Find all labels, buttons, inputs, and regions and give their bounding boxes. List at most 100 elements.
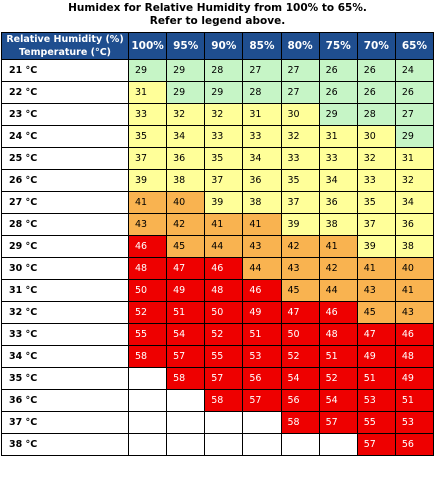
humidex-value-cell: 52 <box>204 323 244 346</box>
empty-cell <box>127 411 168 434</box>
humidex-value-cell: 31 <box>394 147 435 170</box>
table-row: 25 °C 37 36 35 34 33 33 32 31 <box>1 147 435 170</box>
humidex-value-cell: 33 <box>204 125 244 148</box>
empty-cell <box>280 433 320 456</box>
table-row: 32 °C 52 51 50 49 47 46 45 43 <box>1 301 435 324</box>
humidex-value-cell: 43 <box>242 235 282 258</box>
humidex-value-cell: 48 <box>204 279 244 302</box>
humidex-value-cell: 58 <box>166 367 206 390</box>
humidex-value-cell: 31 <box>318 125 358 148</box>
humidex-value-cell: 29 <box>166 59 206 82</box>
humidex-value-cell: 26 <box>356 59 396 82</box>
temperature-cell: 37 °C <box>1 411 129 434</box>
humidex-value-cell: 49 <box>242 301 282 324</box>
empty-cell <box>204 433 244 456</box>
humidity-column-header: 80% <box>280 32 320 60</box>
humidex-value-cell: 55 <box>356 411 396 434</box>
humidex-value-cell: 43 <box>394 301 435 324</box>
humidex-value-cell: 49 <box>394 367 435 390</box>
humidex-value-cell: 48 <box>394 345 435 368</box>
humidex-value-cell: 52 <box>127 301 168 324</box>
humidex-value-cell: 54 <box>280 367 320 390</box>
humidex-value-cell: 50 <box>127 279 168 302</box>
humidex-value-cell: 39 <box>127 169 168 192</box>
humidex-value-cell: 57 <box>242 389 282 412</box>
temperature-cell: 30 °C <box>1 257 129 280</box>
temperature-cell: 26 °C <box>1 169 129 192</box>
humidex-value-cell: 34 <box>318 169 358 192</box>
table-row: 31 °C 50 49 48 46 45 44 43 41 <box>1 279 435 302</box>
humidex-value-cell: 26 <box>356 81 396 104</box>
header-humidity-label: Relative Humidity (%) <box>6 34 124 45</box>
humidex-value-cell: 51 <box>242 323 282 346</box>
humidex-value-cell: 45 <box>166 235 206 258</box>
temperature-cell: 25 °C <box>1 147 129 170</box>
humidex-value-cell: 46 <box>242 279 282 302</box>
humidex-value-cell: 48 <box>127 257 168 280</box>
humidex-value-cell: 24 <box>394 59 435 82</box>
header-temperature-label: Temperature (°C) <box>18 47 112 58</box>
humidity-column-header: 65% <box>394 32 435 60</box>
humidex-value-cell: 32 <box>280 125 320 148</box>
humidex-value-cell: 55 <box>127 323 168 346</box>
humidex-value-cell: 57 <box>318 411 358 434</box>
humidex-value-cell: 45 <box>356 301 396 324</box>
humidex-value-cell: 29 <box>166 81 206 104</box>
humidex-value-cell: 51 <box>356 367 396 390</box>
temperature-cell: 23 °C <box>1 103 129 126</box>
humidex-value-cell: 56 <box>394 433 435 456</box>
temperature-cell: 28 °C <box>1 213 129 236</box>
humidex-value-cell: 28 <box>356 103 396 126</box>
table-row: 21 °C 29 29 28 27 27 26 26 24 <box>1 59 435 82</box>
humidex-value-cell: 45 <box>280 279 320 302</box>
humidex-value-cell: 50 <box>204 301 244 324</box>
table-row: 34 °C 58 57 55 53 52 51 49 48 <box>1 345 435 368</box>
humidex-value-cell: 54 <box>166 323 206 346</box>
table-caption: Humidex for Relative Humidity from 100% … <box>0 0 435 32</box>
table-row: 30 °C 48 47 46 44 43 42 41 40 <box>1 257 435 280</box>
temperature-cell: 32 °C <box>1 301 129 324</box>
humidex-value-cell: 27 <box>280 81 320 104</box>
temperature-cell: 31 °C <box>1 279 129 302</box>
humidex-value-cell: 46 <box>127 235 168 258</box>
humidex-value-cell: 35 <box>280 169 320 192</box>
humidex-value-cell: 46 <box>394 323 435 346</box>
humidex-value-cell: 41 <box>127 191 168 214</box>
header-row: Relative Humidity (%) Temperature (°C) 1… <box>1 32 435 60</box>
table-row: 33 °C 55 54 52 51 50 48 47 46 <box>1 323 435 346</box>
temperature-cell: 29 °C <box>1 235 129 258</box>
humidex-value-cell: 37 <box>127 147 168 170</box>
humidex-value-cell: 35 <box>127 125 168 148</box>
temperature-cell: 35 °C <box>1 367 129 390</box>
humidex-value-cell: 47 <box>280 301 320 324</box>
humidex-value-cell: 43 <box>127 213 168 236</box>
table-row: 22 °C 31 29 29 28 27 26 26 26 <box>1 81 435 104</box>
humidex-value-cell: 47 <box>356 323 396 346</box>
table-row: 36 °C 58 57 56 54 53 51 <box>1 389 435 412</box>
temperature-cell: 22 °C <box>1 81 129 104</box>
humidex-value-cell: 53 <box>356 389 396 412</box>
humidex-value-cell: 32 <box>204 103 244 126</box>
temperature-cell: 33 °C <box>1 323 129 346</box>
humidex-value-cell: 37 <box>280 191 320 214</box>
humidex-value-cell: 57 <box>166 345 206 368</box>
humidex-value-cell: 36 <box>166 147 206 170</box>
humidex-value-cell: 38 <box>242 191 282 214</box>
humidex-value-cell: 38 <box>318 213 358 236</box>
table-row: 27 °C 41 40 39 38 37 36 35 34 <box>1 191 435 214</box>
humidex-value-cell: 57 <box>356 433 396 456</box>
humidex-value-cell: 27 <box>242 59 282 82</box>
humidex-value-cell: 38 <box>166 169 206 192</box>
temperature-cell: 24 °C <box>1 125 129 148</box>
humidex-value-cell: 58 <box>280 411 320 434</box>
humidex-value-cell: 34 <box>394 191 435 214</box>
humidity-column-header: 95% <box>166 32 206 60</box>
empty-cell <box>127 433 168 456</box>
caption-line-1: Humidex for Relative Humidity from 100% … <box>68 2 367 14</box>
humidex-value-cell: 31 <box>127 81 168 104</box>
humidex-value-cell: 28 <box>242 81 282 104</box>
humidex-value-cell: 48 <box>318 323 358 346</box>
humidex-value-cell: 50 <box>280 323 320 346</box>
humidex-value-cell: 56 <box>242 367 282 390</box>
empty-cell <box>204 411 244 434</box>
